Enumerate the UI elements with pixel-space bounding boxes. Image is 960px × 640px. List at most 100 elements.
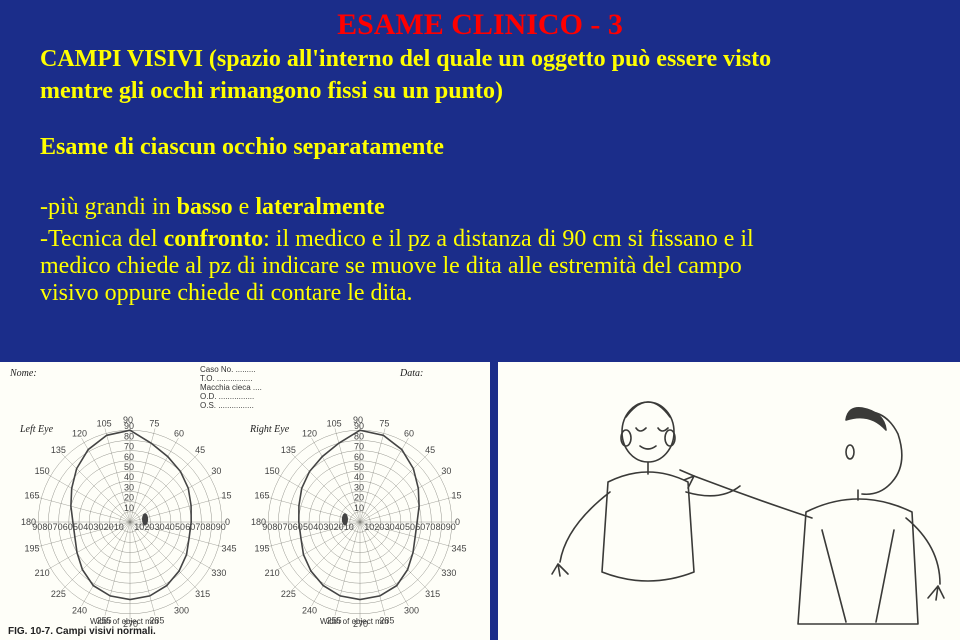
svg-text:T.O. ................: T.O. ................	[200, 374, 252, 383]
svg-text:70: 70	[195, 522, 205, 532]
svg-text:Right Eye: Right Eye	[249, 424, 290, 435]
svg-text:45: 45	[195, 445, 205, 455]
svg-text:Left Eye: Left Eye	[19, 424, 54, 435]
svg-text:80: 80	[272, 522, 282, 532]
svg-text:120: 120	[72, 429, 87, 439]
svg-text:330: 330	[211, 568, 226, 578]
svg-text:40: 40	[313, 522, 323, 532]
svg-text:60: 60	[293, 522, 303, 532]
svg-text:75: 75	[379, 418, 389, 428]
svg-text:30: 30	[93, 522, 103, 532]
svg-text:40: 40	[165, 522, 175, 532]
svg-text:50: 50	[303, 522, 313, 532]
svg-text:40: 40	[83, 522, 93, 532]
svg-text:80: 80	[206, 522, 216, 532]
svg-text:30: 30	[155, 522, 165, 532]
svg-text:165: 165	[24, 491, 39, 501]
svg-text:80: 80	[124, 431, 134, 441]
svg-text:105: 105	[327, 418, 342, 428]
svg-text:60: 60	[404, 429, 414, 439]
bullet-1: -più grandi in basso e lateralmente	[40, 194, 385, 221]
svg-text:300: 300	[174, 605, 189, 615]
svg-text:315: 315	[195, 589, 210, 599]
svg-text:Nome:: Nome:	[9, 368, 37, 379]
svg-text:60: 60	[354, 452, 364, 462]
svg-text:10: 10	[114, 522, 124, 532]
svg-text:Macchia cieca ....: Macchia cieca ....	[200, 383, 262, 392]
svg-text:30: 30	[124, 482, 134, 492]
svg-text:Width of object mm: Width of object mm	[90, 617, 159, 626]
svg-text:90: 90	[446, 522, 456, 532]
svg-text:30: 30	[354, 482, 364, 492]
svg-text:15: 15	[452, 491, 462, 501]
svg-text:150: 150	[35, 466, 50, 476]
page-title: ESAME CLINICO - 3	[337, 8, 623, 42]
svg-text:Caso No. .........: Caso No. .........	[200, 365, 256, 374]
svg-text:10: 10	[354, 503, 364, 513]
svg-text:30: 30	[441, 466, 451, 476]
svg-text:150: 150	[265, 466, 280, 476]
svg-text:Width of object mm: Width of object mm	[320, 617, 389, 626]
svg-text:70: 70	[425, 522, 435, 532]
svg-text:330: 330	[441, 568, 456, 578]
svg-text:345: 345	[222, 543, 237, 553]
confrontation-illustration	[498, 362, 960, 640]
svg-text:60: 60	[174, 429, 184, 439]
svg-text:195: 195	[254, 543, 269, 553]
visual-field-chart: Nome: Caso No. .........T.O. ............…	[0, 362, 490, 640]
svg-text:45: 45	[425, 445, 435, 455]
svg-text:90: 90	[354, 421, 364, 431]
svg-text:30: 30	[323, 522, 333, 532]
svg-text:60: 60	[124, 452, 134, 462]
svg-text:O.D. ................: O.D. ................	[200, 392, 254, 401]
svg-text:75: 75	[149, 418, 159, 428]
svg-text:210: 210	[265, 568, 280, 578]
svg-text:240: 240	[72, 605, 87, 615]
svg-text:240: 240	[302, 605, 317, 615]
svg-text:70: 70	[283, 522, 293, 532]
svg-text:20: 20	[334, 522, 344, 532]
svg-text:30: 30	[385, 522, 395, 532]
svg-text:10: 10	[364, 522, 374, 532]
svg-text:40: 40	[124, 472, 134, 482]
svg-text:90: 90	[32, 522, 42, 532]
svg-text:50: 50	[175, 522, 185, 532]
svg-text:60: 60	[63, 522, 73, 532]
svg-text:315: 315	[425, 589, 440, 599]
svg-text:70: 70	[53, 522, 63, 532]
svg-text:225: 225	[51, 589, 66, 599]
svg-text:225: 225	[281, 589, 296, 599]
svg-text:90: 90	[216, 522, 226, 532]
svg-text:90: 90	[262, 522, 272, 532]
svg-text:10: 10	[134, 522, 144, 532]
svg-text:300: 300	[404, 605, 419, 615]
svg-text:195: 195	[24, 543, 39, 553]
svg-text:105: 105	[97, 418, 112, 428]
svg-text:20: 20	[124, 493, 134, 503]
svg-text:Data:: Data:	[399, 368, 423, 379]
exam-heading: Esame di ciascun occhio separatamente	[40, 134, 444, 161]
svg-text:70: 70	[124, 442, 134, 452]
svg-text:165: 165	[254, 491, 269, 501]
svg-text:70: 70	[354, 442, 364, 452]
svg-text:80: 80	[436, 522, 446, 532]
svg-text:O.S. ................: O.S. ................	[200, 401, 254, 410]
svg-text:40: 40	[354, 472, 364, 482]
svg-text:20: 20	[374, 522, 384, 532]
svg-text:40: 40	[395, 522, 405, 532]
svg-text:10: 10	[124, 503, 134, 513]
svg-text:50: 50	[405, 522, 415, 532]
bullet-2: -Tecnica del confronto: il medico e il p…	[40, 226, 754, 307]
svg-text:80: 80	[42, 522, 52, 532]
svg-text:135: 135	[281, 445, 296, 455]
svg-text:50: 50	[124, 462, 134, 472]
subtitle-2: mentre gli occhi rimangono fissi su un p…	[40, 78, 503, 105]
svg-text:20: 20	[354, 493, 364, 503]
svg-text:135: 135	[51, 445, 66, 455]
svg-text:210: 210	[35, 568, 50, 578]
svg-text:345: 345	[452, 543, 467, 553]
svg-text:15: 15	[222, 491, 232, 501]
svg-text:30: 30	[211, 466, 221, 476]
subtitle-1: CAMPI VISIVI (spazio all'interno del qua…	[40, 46, 771, 73]
svg-text:50: 50	[354, 462, 364, 472]
